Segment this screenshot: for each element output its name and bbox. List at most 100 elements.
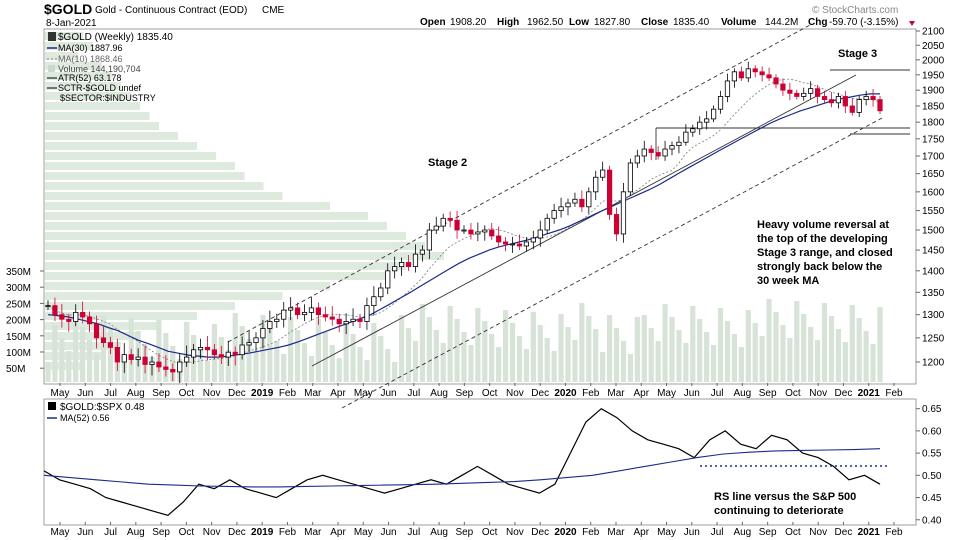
candle [558,197,564,218]
volume-bar [780,325,786,382]
x-tick-label: Oct [785,527,801,538]
volume-bar [295,330,301,382]
volume-bar [267,328,273,382]
x-tick-label: 2020 [554,388,577,399]
close-label: Close [641,17,669,28]
volume-bar [253,352,259,382]
x-tick-label: Nov [203,388,221,399]
vbp-bar [45,232,406,240]
volume-bar [572,340,578,382]
volume-bar [385,349,391,382]
volume-bar [704,332,710,382]
x-tick-label: Oct [179,527,195,538]
volume-bar [433,330,439,382]
price-tick-label: 1200 [922,358,945,369]
candle [475,222,481,242]
vbp-bar [45,132,178,140]
volume-bar [641,315,647,382]
volume-bar [246,339,252,382]
candle [724,73,731,103]
instrument-name: Gold - Continuous Contract (EOD) [95,5,247,16]
volume-bar [690,306,696,382]
rs-legend: $GOLD:$SPX 0.48 MA(52) 0.56 [47,402,145,423]
x-tick-label: Apr [330,388,346,399]
volume-bar [717,308,724,382]
x-tick-label: Sep [455,527,473,538]
candle [190,344,197,364]
volume-bar [260,315,266,382]
rs-note-line-1: RS line versus the S&P 500 [714,491,856,503]
vbp-bar [45,192,283,200]
volume-bar [454,319,460,382]
x-tick-label: Aug [733,527,751,538]
volume-bar [496,347,502,382]
legend-price: $GOLD (Weekly) 1835.40 [58,32,173,43]
volume-bar [336,358,342,382]
volume-bar [93,353,100,382]
vbp-bar [45,52,79,60]
candle [787,82,793,101]
annotations: Stage 2 Stage 3 Heavy volume reversal at… [428,48,893,287]
volume-bar [364,360,370,382]
candle [572,192,578,207]
volume-bar [794,301,800,382]
volume-bar [405,328,412,382]
volume-bar [759,336,765,382]
candle [73,304,79,327]
volume-bar [100,316,107,382]
price-tick-label: 1700 [922,151,945,162]
volume-bar [322,332,328,382]
candle [308,297,315,321]
volume-bar [80,327,86,382]
price-tick-label: 1600 [922,187,945,198]
price-tick-label: 2000 [922,55,945,66]
volume-bar [52,325,58,382]
x-tick-label: Jun [684,388,700,399]
volume-bar [842,342,848,382]
volume-bar [225,350,231,382]
candle [704,111,710,130]
candle [66,313,72,332]
rs-legend-ma: MA(52) 0.56 [60,413,110,423]
volume-bar [711,345,717,382]
price-tick-label: 1650 [922,169,945,180]
candle [523,237,530,252]
candle [274,313,280,329]
open-value: 1908.20 [450,17,487,28]
x-tick-label: Feb [279,388,297,399]
candle [662,140,668,161]
rs-ratio-path [43,407,881,516]
x-tick-label: Mar [607,527,625,538]
x-tick-label: Mar [304,527,322,538]
volume-bar [801,314,807,382]
volume-axis: 350M 300M 250M 200M 150M 100M 50M [6,267,44,375]
volume-tick-label: 250M [6,299,31,310]
candle [870,88,876,107]
volume-bar [870,344,876,382]
vbp-bar [45,332,140,340]
x-tick-label: Oct [785,388,801,399]
candle [232,346,238,366]
rs-lines [43,407,881,516]
x-tick-label: Aug [430,527,448,538]
volume-bar [613,328,620,382]
x-tick-label: May [657,527,676,538]
candle [780,78,786,96]
candle [745,61,751,83]
volume-bar [516,336,523,382]
vbp-bar [45,172,245,180]
legend-ma10: MA(10) 1868.46 [58,54,123,64]
volume-bar [523,349,529,382]
note-line-3: Stage 3 range, and closed [757,247,893,259]
volume-bar [579,303,585,382]
volume-bar [378,336,384,382]
volume-bar [197,348,204,382]
candle [281,302,287,328]
candle [218,345,224,364]
candle [336,313,342,333]
candle [433,216,439,234]
x-tick-label: Feb [885,527,903,538]
rs-annotation: RS line versus the S&P 500 continuing to… [714,491,856,517]
volume-tick-label: 150M [6,332,31,343]
volume-label: Volume [721,17,757,28]
